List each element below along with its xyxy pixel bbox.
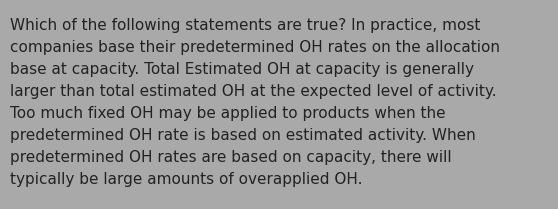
Text: companies base their predetermined OH rates on the allocation: companies base their predetermined OH ra… bbox=[10, 40, 500, 55]
Text: Which of the following statements are true? In practice, most: Which of the following statements are tr… bbox=[10, 18, 480, 33]
Text: larger than total estimated OH at the expected level of activity.: larger than total estimated OH at the ex… bbox=[10, 84, 497, 99]
Text: typically be large amounts of overapplied OH.: typically be large amounts of overapplie… bbox=[10, 172, 363, 187]
Text: Too much fixed OH may be applied to products when the: Too much fixed OH may be applied to prod… bbox=[10, 106, 446, 121]
Text: predetermined OH rates are based on capacity, there will: predetermined OH rates are based on capa… bbox=[10, 150, 451, 165]
Text: predetermined OH rate is based on estimated activity. When: predetermined OH rate is based on estima… bbox=[10, 128, 476, 143]
Text: base at capacity. Total Estimated OH at capacity is generally: base at capacity. Total Estimated OH at … bbox=[10, 62, 474, 77]
